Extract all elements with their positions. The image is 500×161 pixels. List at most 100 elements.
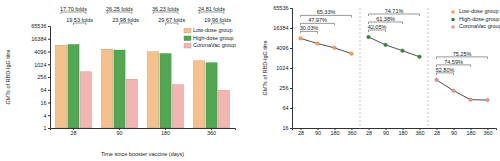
- annotation: 74.71%: [385, 8, 404, 14]
- x-tick-label: 28: [366, 130, 372, 136]
- legend-swatch: [184, 36, 191, 41]
- x-tick: 90: [383, 128, 389, 136]
- y-tick-mark: [290, 48, 292, 49]
- legend-label: Low-dose group: [459, 8, 498, 14]
- marker: [469, 98, 473, 102]
- bar: [160, 54, 171, 128]
- line-series: [299, 37, 354, 56]
- y-tick-mark: [48, 64, 50, 65]
- y-tick-label: 4096: [34, 49, 46, 55]
- y-tick-mark: [48, 26, 50, 27]
- y-tick-mark: [48, 103, 50, 104]
- y-tick-mark: [290, 108, 292, 109]
- legend-swatch: [451, 25, 455, 29]
- y-tick: 16: [40, 100, 50, 106]
- bar: [148, 52, 159, 128]
- legend-label: High-dose group: [193, 35, 234, 41]
- annotation: 61.38%: [376, 16, 395, 22]
- bar-series: [80, 72, 229, 128]
- y-tick: 1024: [34, 62, 50, 68]
- x-tick: 180: [330, 128, 339, 136]
- y-tick-label: 1: [43, 125, 46, 131]
- chart: 1664256102440961638465536GMTs of RBD-IgG…: [262, 5, 500, 136]
- x-tick: 28: [70, 128, 76, 136]
- y-tick-mark: [290, 68, 292, 69]
- line: [369, 37, 420, 57]
- x-tick-label: 90: [451, 130, 457, 136]
- annotation: 42.05%: [368, 24, 387, 30]
- y-tick-label: 4096: [276, 45, 288, 51]
- y-tick-mark: [48, 90, 50, 91]
- bracket: [73, 23, 85, 25]
- x-tick: 360: [415, 128, 424, 136]
- x-tick-label: 360: [483, 130, 492, 136]
- x-tick-label: 180: [466, 130, 475, 136]
- y-tick-mark: [290, 88, 292, 89]
- annotation: 30.03%: [300, 25, 319, 31]
- legend-swatch: [184, 29, 191, 34]
- bracket: [212, 23, 224, 25]
- x-tick-label: 28: [298, 130, 304, 136]
- legend-swatch: [451, 10, 455, 14]
- line-series: [367, 35, 422, 58]
- x-tick-label: 90: [315, 130, 321, 136]
- legend-label: Low-dose group: [193, 27, 232, 33]
- bar: [68, 44, 79, 128]
- x-tick: 28: [298, 128, 304, 136]
- y-tick-mark: [290, 8, 292, 9]
- x-tick-label: 360: [415, 130, 424, 136]
- x-tick: 90: [451, 128, 457, 136]
- annotation: 52.80%: [436, 67, 455, 73]
- y-axis-title: GMTs of RBD-IgG titre: [5, 49, 11, 104]
- x-tick-label: 28: [434, 130, 440, 136]
- x-tick-label: 360: [207, 130, 216, 136]
- marker: [367, 35, 371, 39]
- legend: Low-dose groupHigh-dose groupCoronaVac g…: [184, 27, 236, 48]
- line-series: [435, 78, 490, 102]
- marker: [299, 37, 303, 41]
- marker: [418, 55, 422, 59]
- y-tick-mark: [290, 128, 292, 129]
- annotation: 74.59%: [444, 59, 463, 65]
- x-axis: 28 90 180 360: [51, 128, 236, 136]
- y-tick-label: 16: [282, 125, 288, 131]
- x-tick: 360: [347, 128, 356, 136]
- bracket: [166, 23, 178, 25]
- marker: [333, 46, 337, 50]
- x-tick: 360: [207, 128, 216, 136]
- annotation: 47.97%: [308, 17, 327, 23]
- x-tick-label: 360: [347, 130, 356, 136]
- y-tick-label: 16: [40, 100, 46, 106]
- x-axis: 289018036028901803602890180360: [293, 128, 497, 136]
- y-axis: 141664256102440961638465536: [31, 23, 50, 131]
- x-axis-title: Time since booster vaccine (days): [101, 151, 184, 157]
- figure: 141664256102440961638465536GMTs of RBD-I…: [0, 0, 500, 161]
- x-tick-label: 90: [116, 130, 122, 136]
- x-tick-label: 180: [161, 130, 170, 136]
- marker: [316, 42, 320, 46]
- y-tick-label: 65536: [31, 23, 46, 29]
- y-tick-label: 64: [282, 105, 288, 111]
- y-tick-label: 1024: [34, 62, 46, 68]
- annotation: 26.25 folds: [106, 6, 133, 12]
- y-tick: 16384: [273, 25, 292, 31]
- x-tick-label: 90: [383, 130, 389, 136]
- y-tick-mark: [48, 128, 50, 129]
- x-tick: 90: [116, 128, 122, 136]
- bracket: [199, 12, 224, 14]
- y-axis: 1664256102440961638465536: [273, 5, 292, 131]
- x-tick: 180: [466, 128, 475, 136]
- y-tick: 16384: [31, 36, 50, 42]
- bar: [172, 85, 183, 128]
- annotation: 29.67 folds: [158, 17, 185, 23]
- bar: [102, 49, 113, 128]
- bar: [126, 79, 137, 128]
- annotation: 23.98 folds: [112, 17, 139, 23]
- y-tick-mark: [48, 39, 50, 40]
- bar: [206, 63, 217, 128]
- annotations: 17.70 folds19.53 folds26.25 folds23.98 f…: [60, 6, 231, 25]
- y-tick-label: 1024: [276, 65, 288, 71]
- bar: [218, 90, 229, 128]
- y-tick: 64: [40, 87, 50, 93]
- y-tick: 4096: [276, 45, 292, 51]
